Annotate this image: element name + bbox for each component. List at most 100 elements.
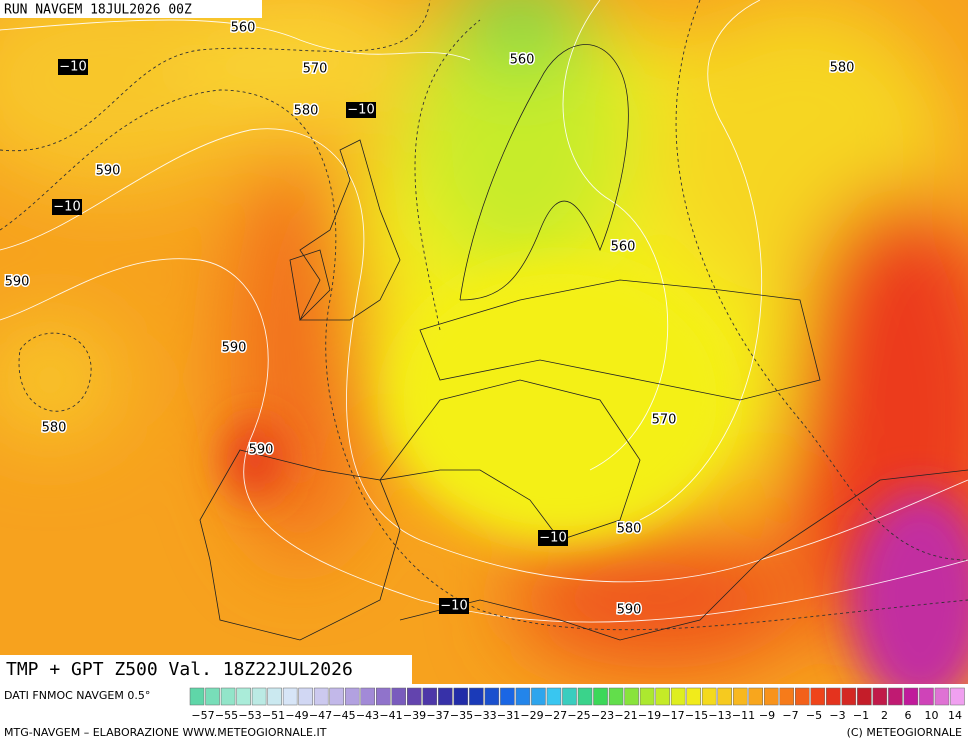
color-swatch — [857, 687, 872, 706]
scale-label: −1 — [853, 709, 869, 722]
height-label: 590 — [617, 603, 642, 618]
map-field — [0, 0, 968, 684]
scale-label: 10 — [925, 709, 939, 722]
scale-label: −55 — [215, 709, 238, 722]
color-swatch — [422, 687, 438, 706]
height-label: 590 — [222, 341, 247, 356]
footer-left: MTG-NAVGEM – ELABORAZIONE WWW.METEOGIORN… — [4, 726, 327, 739]
color-swatch — [531, 687, 546, 706]
temperature-label: −10 — [347, 103, 374, 118]
height-label: 570 — [652, 413, 677, 428]
scale-label: −11 — [732, 709, 755, 722]
color-scale: −57 −55 −53 −51 −49 −47 −45 −43 −41 −39 −37 −35 −33−… — [189, 687, 965, 722]
scale-label: −31 — [497, 709, 520, 722]
height-label: 590 — [96, 164, 121, 179]
height-label: 590 — [5, 275, 30, 290]
color-swatch — [779, 687, 795, 706]
scale-label: 14 — [948, 709, 962, 722]
color-swatch — [732, 687, 748, 706]
scale-label: −49 — [285, 709, 308, 722]
height-label: 580 — [617, 522, 642, 537]
color-swatch — [608, 687, 624, 706]
scale-label: −47 — [309, 709, 332, 722]
color-swatch — [298, 687, 313, 706]
color-swatch — [888, 687, 903, 706]
color-swatch — [903, 687, 919, 706]
color-swatch — [701, 687, 717, 706]
color-swatch — [763, 687, 779, 706]
contour-labels: 560 570 560 580 580 590 560 590 590 580 570 590 580 5… — [3, 19, 856, 619]
color-swatch — [686, 687, 701, 706]
scale-label: −41 — [379, 709, 402, 722]
scale-label: −43 — [356, 709, 379, 722]
temperature-label: −10 — [440, 599, 467, 614]
color-swatch — [950, 687, 965, 706]
scale-label: 6 — [905, 709, 912, 722]
header-box — [0, 0, 262, 18]
height-label: 580 — [294, 104, 319, 119]
footer-right: (C) METEOGIORNALE — [847, 726, 962, 739]
color-swatch — [484, 687, 500, 706]
height-label: 560 — [611, 240, 636, 255]
height-label: 590 — [249, 443, 274, 458]
color-swatch — [251, 687, 267, 706]
temperature-label-box — [52, 199, 82, 215]
color-swatch — [655, 687, 670, 706]
color-swatch — [515, 687, 531, 706]
scale-label: −13 — [708, 709, 731, 722]
color-swatch — [624, 687, 639, 706]
scale-label: −39 — [403, 709, 426, 722]
color-swatch — [205, 687, 220, 706]
color-swatch — [391, 687, 407, 706]
color-swatch — [810, 687, 826, 706]
color-swatch — [267, 687, 282, 706]
color-swatch — [189, 687, 205, 706]
color-swatch — [577, 687, 593, 706]
scale-label: −35 — [450, 709, 473, 722]
run-label: RUN NAVGEM 18JUL2026 00Z — [4, 3, 192, 18]
height-label: 580 — [42, 421, 67, 436]
scale-label: −29 — [520, 709, 543, 722]
color-swatch — [795, 687, 810, 706]
scale-label: −5 — [806, 709, 822, 722]
color-swatch — [375, 687, 391, 706]
map-title: TMP + GPT Z500 Val. 18Z22JUL2026 — [6, 659, 353, 680]
color-swatch — [562, 687, 577, 706]
color-swatch — [872, 687, 888, 706]
temperature-label: −10 — [539, 531, 566, 546]
scale-label: −33 — [473, 709, 496, 722]
legend-source: DATI FNMOC NAVGEM 0.5° — [4, 689, 150, 702]
temperature-label-box — [346, 102, 376, 118]
scale-label: −21 — [614, 709, 637, 722]
color-swatch — [407, 687, 422, 706]
height-label: 580 — [830, 61, 855, 76]
color-swatch — [469, 687, 484, 706]
color-swatch — [639, 687, 655, 706]
height-label: 560 — [510, 53, 535, 68]
color-swatch — [934, 687, 950, 706]
scale-label: −19 — [638, 709, 661, 722]
scale-label: −53 — [238, 709, 261, 722]
scale-label: −45 — [332, 709, 355, 722]
color-swatch — [826, 687, 841, 706]
color-swatch — [313, 687, 329, 706]
color-swatch — [717, 687, 732, 706]
temperature-label-box — [439, 598, 469, 614]
height-label: 570 — [303, 62, 328, 77]
scale-label: −23 — [591, 709, 614, 722]
color-swatch — [500, 687, 515, 706]
color-swatch — [220, 687, 236, 706]
color-swatch — [748, 687, 763, 706]
temperature-label-box — [538, 530, 568, 546]
scale-label: −17 — [661, 709, 684, 722]
color-swatch — [236, 687, 251, 706]
scale-label: −15 — [685, 709, 708, 722]
height-label: 560 — [231, 21, 256, 36]
title-box — [0, 655, 412, 684]
color-swatch — [360, 687, 375, 706]
color-swatch — [438, 687, 453, 706]
scale-label: −3 — [829, 709, 845, 722]
scale-label: −51 — [262, 709, 285, 722]
